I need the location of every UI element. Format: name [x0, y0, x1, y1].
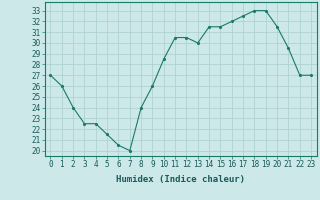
X-axis label: Humidex (Indice chaleur): Humidex (Indice chaleur): [116, 175, 245, 184]
